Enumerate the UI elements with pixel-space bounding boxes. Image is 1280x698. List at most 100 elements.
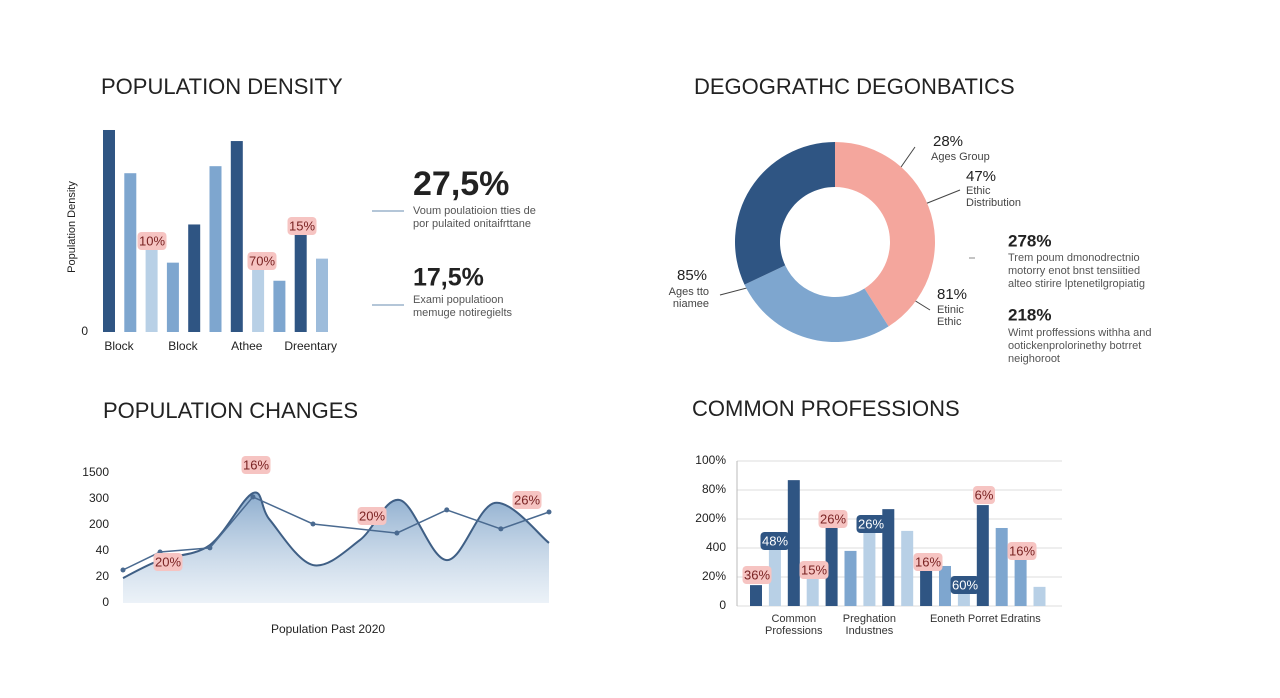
x-tick-label: Block	[168, 339, 198, 353]
annotation-text: Ethic	[966, 185, 991, 197]
chart-title: DEGOGRATHC DEGONBATICS	[694, 74, 1015, 99]
annotation: 16%	[915, 554, 941, 569]
bar	[1033, 586, 1046, 606]
marker	[250, 494, 256, 500]
x-tick-label: Block	[104, 339, 134, 353]
bar	[316, 258, 328, 332]
annotation: 10%	[139, 233, 165, 248]
marker	[444, 507, 450, 513]
bar	[939, 565, 951, 606]
bar	[787, 480, 800, 606]
annotation-value: 28%	[933, 133, 963, 150]
chart-title: POPULATION DENSITY	[101, 74, 343, 99]
y-tick-label: 0	[81, 324, 88, 338]
bar	[920, 570, 933, 606]
bar	[188, 224, 201, 332]
bar	[230, 141, 243, 332]
bar	[995, 527, 1008, 606]
stat-text: por pulaited onitaifrttane	[413, 218, 531, 230]
bar	[294, 234, 307, 332]
bar	[901, 530, 914, 606]
y-tick-label: 200%	[695, 511, 726, 525]
chart-title: POPULATION CHANGES	[103, 398, 358, 423]
annotation-box	[247, 252, 277, 270]
bar	[252, 267, 265, 332]
annotation-box	[818, 510, 848, 528]
annotation: 20%	[155, 554, 181, 569]
y-tick-label: 400	[706, 540, 726, 554]
x-axis-label: Population Past 2020	[271, 622, 385, 636]
x-tick-label: Eoneth Porret	[929, 613, 998, 625]
marker	[207, 545, 213, 551]
annotation-box	[512, 491, 542, 509]
y-tick-label: 0	[102, 595, 109, 609]
annotation-box	[950, 576, 980, 594]
annotation-box	[742, 566, 772, 584]
stat-text: motorry enot bnst tensiitied	[1008, 265, 1140, 277]
x-tick-label: Dreentary	[284, 339, 337, 353]
annotation-text: niamee	[673, 298, 709, 310]
bar	[209, 166, 222, 332]
annotation-box	[1007, 542, 1037, 560]
annotation-text: Etinic	[937, 304, 964, 316]
y-tick-label: 0	[719, 598, 726, 612]
y-tick-label: 20	[96, 569, 110, 583]
bar	[145, 244, 158, 332]
bar	[124, 173, 137, 332]
stat-text: memuge notiregielts	[413, 307, 513, 319]
bar	[825, 527, 838, 606]
marker	[498, 526, 504, 532]
annotation-box	[287, 217, 317, 235]
marker	[394, 530, 400, 536]
annotation-box	[153, 553, 183, 571]
annotation: 15%	[801, 562, 827, 577]
annotation: 48%	[762, 533, 788, 548]
annotation-text: Ages tto	[669, 286, 709, 298]
annotation-box	[913, 553, 943, 571]
marker	[120, 567, 126, 573]
annotation: 6%	[975, 487, 994, 502]
annotation-text: Distribution	[966, 197, 1021, 209]
annotation: 36%	[744, 567, 770, 582]
annotation-box	[760, 532, 790, 550]
x-tick-label: Common Professions	[765, 613, 823, 637]
donut-slice	[734, 142, 836, 285]
annotation: 26%	[858, 516, 884, 531]
area-fill	[123, 492, 549, 603]
stat-text: alteo stirire lptenetilgropiatig	[1008, 278, 1145, 290]
x-tick-label: Edratins	[1000, 613, 1041, 625]
annotation-box	[973, 486, 995, 504]
bar	[103, 129, 115, 332]
annotation: 20%	[359, 508, 385, 523]
stat-text: ootickenprolorinethy botrret	[1008, 340, 1141, 352]
stat-value: 17,5%	[413, 264, 484, 292]
marker	[310, 521, 316, 527]
annotation: 70%	[249, 253, 275, 268]
bar	[863, 530, 876, 606]
marker	[546, 509, 552, 515]
bar	[166, 262, 179, 332]
annotation-value: 85%	[677, 267, 707, 284]
stat-value: 218%	[1008, 305, 1051, 324]
y-tick-label: 300	[89, 491, 109, 505]
x-tick-label: Preghation Industnes	[842, 613, 896, 637]
annotation-value: 47%	[966, 168, 996, 185]
bar	[844, 550, 857, 606]
annotation-box	[357, 507, 387, 525]
y-tick-label: 1500	[82, 465, 109, 479]
stat-value: 278%	[1008, 231, 1051, 250]
annotation: 15%	[289, 218, 315, 233]
annotation-value: 81%	[937, 286, 967, 303]
stat-text: Trem poum dmonodrectnio	[1008, 252, 1140, 264]
donut-slice	[744, 265, 889, 343]
y-tick-label: 40	[96, 543, 110, 557]
annotation-box	[856, 515, 886, 533]
bar	[806, 577, 819, 606]
bar	[750, 585, 762, 606]
bar	[976, 505, 989, 606]
x-tick-label: Athee	[231, 339, 263, 353]
bar	[882, 509, 895, 606]
annotation: 26%	[820, 511, 846, 526]
